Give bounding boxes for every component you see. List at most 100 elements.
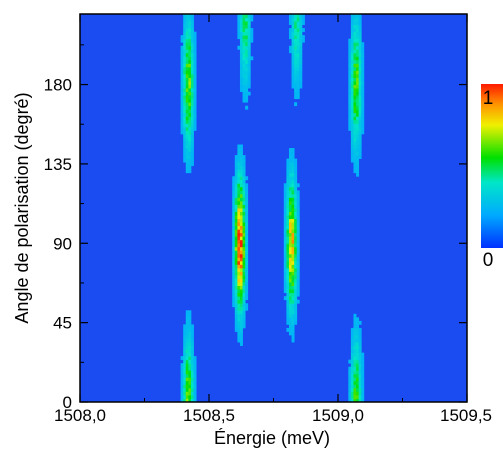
heatmap-cell	[239, 292, 243, 297]
heatmap-cell	[299, 56, 303, 61]
heatmap-cell	[237, 158, 241, 163]
heatmap-cell	[190, 95, 194, 100]
heatmap-cell	[239, 275, 243, 279]
x-tick-label: 1509,5	[440, 406, 492, 425]
heatmap-cell	[288, 303, 292, 308]
heatmap-cell	[353, 324, 357, 329]
heatmap-cell	[239, 38, 243, 43]
heatmap-cell	[242, 77, 246, 82]
heatmap-cell	[288, 222, 292, 227]
heatmap-cell	[291, 271, 295, 276]
heatmap-cell	[350, 70, 354, 75]
heatmap-cell	[361, 102, 365, 107]
heatmap-cell	[361, 81, 365, 85]
heatmap-cell	[185, 63, 189, 68]
heatmap-cell	[291, 267, 295, 272]
heatmap-cell	[237, 45, 241, 50]
heatmap-cell	[350, 63, 354, 68]
heatmap-cell	[190, 17, 194, 22]
heatmap-cell	[190, 73, 194, 78]
heatmap-cell	[288, 215, 292, 219]
heatmap-cell	[291, 52, 295, 57]
heatmap-cell	[237, 278, 241, 283]
heatmap-cell	[242, 179, 246, 184]
heatmap-cell	[361, 377, 365, 382]
heatmap-cell	[288, 35, 292, 40]
heatmap-cell	[356, 320, 360, 325]
heatmap-cell	[242, 31, 246, 36]
heatmap-cell	[242, 222, 246, 227]
heatmap-cell	[294, 303, 298, 308]
heatmap-cell	[361, 391, 365, 396]
heatmap-cell	[245, 260, 249, 265]
heatmap-cell	[358, 349, 362, 354]
heatmap-cell	[245, 306, 249, 311]
heatmap-cell	[356, 31, 360, 36]
heatmap-cell	[353, 95, 357, 100]
heatmap-cell	[283, 222, 287, 227]
heatmap-cell	[356, 349, 360, 354]
heatmap-cell	[350, 398, 354, 403]
heatmap-cell	[356, 42, 360, 47]
heatmap-cell	[242, 84, 246, 89]
heatmap-cell	[358, 342, 362, 346]
heatmap-cell	[353, 363, 357, 368]
heatmap-cell	[294, 257, 298, 262]
heatmap-cell	[180, 88, 184, 92]
heatmap-cell	[183, 158, 187, 163]
heatmap-cell	[239, 236, 243, 241]
heatmap-cell	[237, 197, 241, 202]
heatmap-cell	[232, 179, 236, 184]
heatmap-cell	[183, 140, 187, 145]
heatmap-cell	[183, 28, 187, 33]
heatmap-cell	[180, 35, 184, 40]
heatmap-cell	[291, 299, 295, 304]
heatmap-cell	[291, 250, 295, 255]
heatmap-cell	[193, 70, 197, 75]
heatmap-cell	[245, 98, 249, 103]
heatmap-cell	[183, 59, 187, 64]
heatmap-cell	[348, 91, 352, 96]
heatmap-cell	[350, 155, 354, 160]
heatmap-cell	[348, 77, 352, 82]
heatmap-cell	[239, 204, 243, 209]
heatmap-cell	[183, 359, 187, 364]
heatmap-cell	[286, 197, 290, 202]
heatmap-cell	[180, 380, 184, 385]
heatmap-cell	[294, 250, 298, 255]
heatmap-cell	[353, 137, 357, 142]
heatmap-cell	[291, 148, 295, 152]
heatmap-cell	[286, 204, 290, 209]
heatmap-cell	[183, 88, 187, 92]
heatmap-cell	[190, 81, 194, 85]
heatmap-cell	[350, 394, 354, 399]
heatmap-cell	[183, 17, 187, 22]
heatmap-cell	[193, 391, 197, 396]
heatmap-cell	[180, 95, 184, 100]
heatmap-cell	[286, 225, 290, 230]
heatmap-cell	[185, 140, 189, 145]
heatmap-cell	[247, 45, 251, 50]
heatmap-cell	[239, 222, 243, 227]
heatmap-cell	[237, 148, 241, 152]
heatmap-cell	[242, 289, 246, 294]
heatmap-cell	[234, 327, 238, 332]
heatmap-cell	[247, 38, 251, 43]
heatmap-cell	[245, 278, 249, 283]
heatmap-cell	[291, 162, 295, 167]
heatmap-cell	[288, 331, 292, 336]
heatmap-cell	[242, 232, 246, 237]
heatmap-cell	[361, 52, 365, 57]
heatmap-cell	[358, 66, 362, 71]
heatmap-cell	[348, 116, 352, 121]
heatmap-cell	[247, 70, 251, 75]
heatmap-cell	[358, 384, 362, 389]
heatmap-cell	[239, 17, 243, 22]
heatmap-cell	[185, 155, 189, 160]
heatmap-cell	[190, 35, 194, 40]
heatmap-cell	[348, 49, 352, 54]
heatmap-cell	[242, 169, 246, 174]
heatmap-cell	[296, 218, 300, 223]
heatmap-cell	[294, 21, 298, 25]
heatmap-cell	[283, 285, 287, 290]
